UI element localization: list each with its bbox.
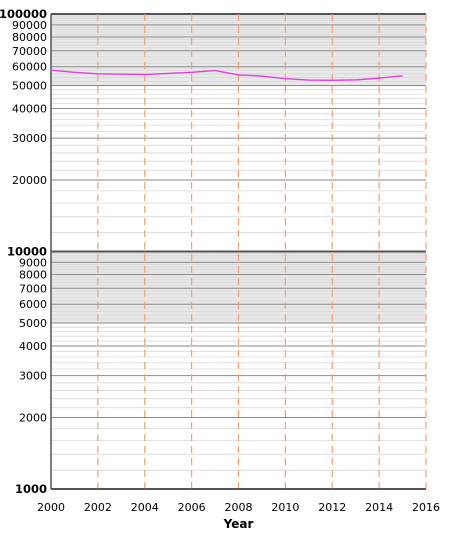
x-axis-title: Year <box>223 517 254 531</box>
y-tick-label: 6000 <box>19 298 47 311</box>
x-tick-label: 2010 <box>271 501 299 514</box>
x-tick-label: 2012 <box>318 501 346 514</box>
y-tick-label: 40000 <box>12 103 47 116</box>
y-tick-label: 9000 <box>19 256 47 269</box>
y-tick-label: 90000 <box>12 19 47 32</box>
axes <box>50 14 426 490</box>
y-tick-label: 20000 <box>12 174 47 187</box>
x-tick-label: 2006 <box>178 501 206 514</box>
y-tick-label: 70000 <box>12 45 47 58</box>
y-tick-label: 30000 <box>12 132 47 145</box>
x-tick-label: 2002 <box>84 501 112 514</box>
y-tick-label: 1000 <box>15 482 47 496</box>
x-tick-label: 2014 <box>365 501 393 514</box>
y-tick-labels: 1000200030004000500060007000800090001000… <box>0 7 47 496</box>
y-tick-label: 100000 <box>0 7 47 21</box>
y-tick-label: 3000 <box>19 370 47 383</box>
y-tick-label: 5000 <box>19 317 47 330</box>
y-tick-label: 80000 <box>12 31 47 44</box>
y-tick-label: 4000 <box>19 340 47 353</box>
y-tick-label: 50000 <box>12 79 47 92</box>
x-tick-label: 2000 <box>37 501 65 514</box>
x-tick-label: 2004 <box>131 501 159 514</box>
x-tick-label: 2008 <box>225 501 253 514</box>
data-series <box>50 69 403 81</box>
y-tick-label: 2000 <box>19 412 47 425</box>
y-tick-label: 10000 <box>7 245 47 259</box>
x-tick-labels: 2000 2002 2004 2006 2008 2010 2012 2014 2016 <box>37 501 440 514</box>
y-tick-label: 8000 <box>19 269 47 282</box>
y-tick-label: 7000 <box>19 282 47 295</box>
y-tick-label: 60000 <box>12 61 47 74</box>
x-tick-label: 2016 <box>412 501 440 514</box>
series-line <box>50 69 403 81</box>
horizontal-gridlines <box>51 13 426 490</box>
